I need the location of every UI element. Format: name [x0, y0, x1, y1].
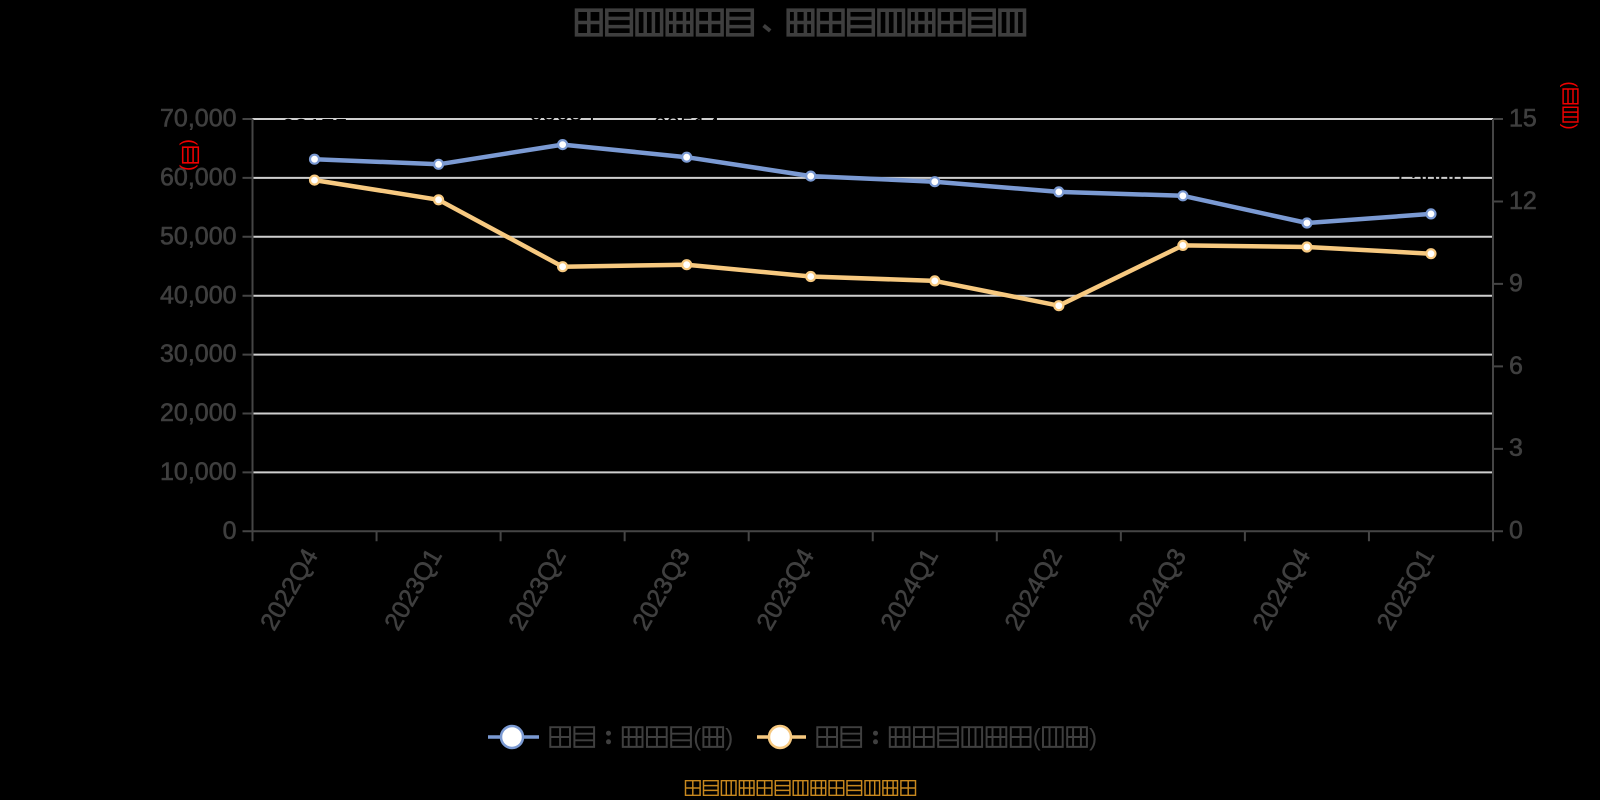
svg-text:(: (: [1033, 725, 1041, 752]
svg-text:): ): [179, 165, 200, 171]
svg-text:60306: 60306: [777, 132, 844, 159]
svg-text:70,000: 70,000: [160, 105, 236, 133]
svg-text:): ): [1560, 124, 1580, 130]
svg-text:53888: 53888: [1398, 169, 1465, 196]
svg-text:10,000: 10,000: [160, 458, 236, 486]
svg-text:57623: 57623: [1025, 147, 1092, 174]
svg-text:63175: 63175: [281, 115, 348, 142]
svg-text:): ): [1089, 725, 1097, 752]
svg-text:30,000: 30,000: [160, 340, 236, 368]
svg-text:56961: 56961: [1150, 151, 1217, 178]
svg-text:60,000: 60,000: [160, 164, 236, 192]
svg-text:6: 6: [1509, 352, 1523, 380]
svg-text:): ): [725, 725, 733, 752]
svg-text:9: 9: [1509, 269, 1523, 297]
svg-text:40,000: 40,000: [160, 281, 236, 309]
svg-text:0: 0: [223, 517, 237, 545]
svg-text:62309: 62309: [405, 120, 472, 147]
svg-text:59355: 59355: [901, 137, 968, 164]
svg-text:3: 3: [1509, 434, 1523, 462]
svg-text:50,000: 50,000: [160, 222, 236, 250]
svg-text:12: 12: [1509, 187, 1537, 215]
svg-text:52343: 52343: [1274, 179, 1341, 206]
svg-text:(: (: [179, 139, 200, 146]
svg-text:15: 15: [1509, 104, 1537, 132]
svg-text:0: 0: [1509, 517, 1523, 545]
svg-text:20,000: 20,000: [160, 399, 236, 427]
svg-text:65654: 65654: [529, 100, 596, 127]
svg-text:63514: 63514: [653, 113, 720, 140]
svg-text:(: (: [693, 725, 701, 752]
svg-text:(: (: [1560, 81, 1580, 87]
